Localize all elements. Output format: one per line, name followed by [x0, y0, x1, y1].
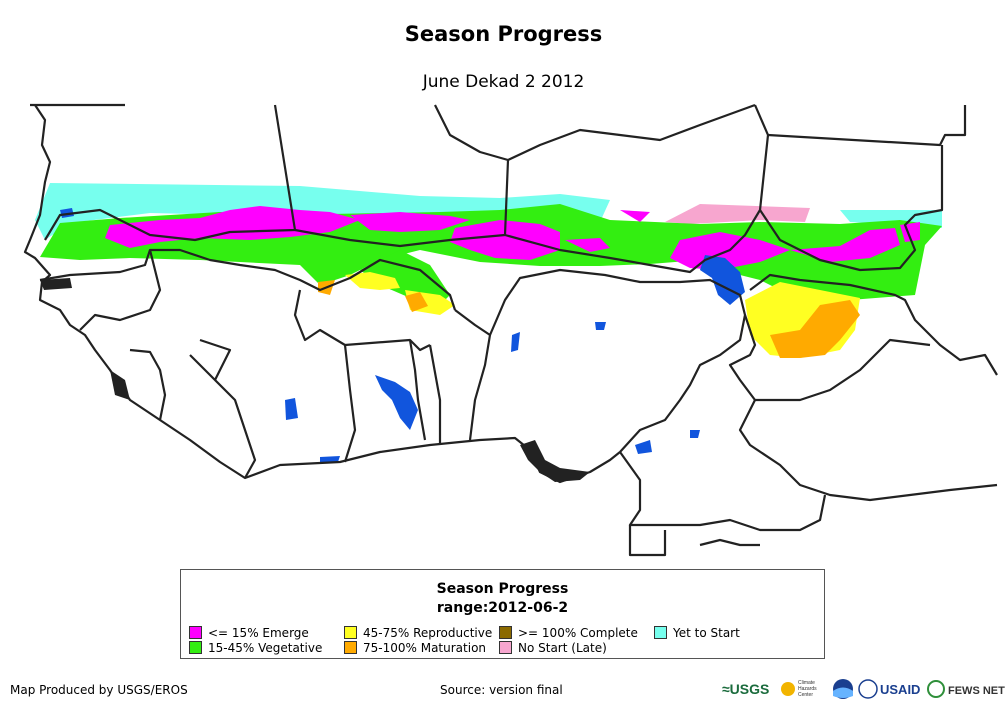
season-progress-map	[23, 103, 998, 557]
emerge-zone	[105, 206, 920, 270]
legend-title: Season Progress	[436, 581, 569, 597]
legend-range: range:2012-06-2	[436, 600, 569, 616]
legend-item-vegetative: 15-45% Vegetative	[189, 641, 322, 655]
legend-item-reproductive: 45-75% Reproductive	[344, 626, 492, 640]
chc-logo-line1: Climate	[798, 680, 815, 686]
legend-item-maturation: 75-100% Maturation	[344, 641, 486, 655]
legend-label: >= 100% Complete	[518, 626, 638, 640]
noaa-wave-icon	[833, 687, 853, 698]
agency-logos: ≈USGS Climate Hazards Center USAID FEWS …	[722, 679, 1005, 699]
legend-label: 45-75% Reproductive	[363, 626, 493, 640]
usaid-logo: USAID	[880, 682, 920, 697]
legend-label: 15-45% Vegetative	[208, 641, 323, 655]
fews-net-logo: FEWS NET	[948, 685, 1005, 697]
swatch-yet-to-start	[654, 626, 667, 639]
map-subtitle: June Dekad 2 2012	[422, 72, 585, 92]
source-note: Source: version final	[440, 683, 563, 697]
coastline-dark	[40, 278, 590, 482]
legend-label: No Start (Late)	[518, 641, 607, 655]
fews-globe-icon	[927, 680, 945, 698]
swatch-maturation	[344, 641, 357, 654]
swatch-reproductive	[344, 626, 357, 639]
usaid-seal-icon	[858, 679, 878, 699]
legend-label: <= 15% Emerge	[208, 626, 309, 640]
producer-credit: Map Produced by USGS/EROS	[10, 683, 188, 697]
legend-label: Yet to Start	[673, 626, 740, 640]
usgs-logo: ≈USGS	[722, 681, 769, 697]
chc-logo-line2: Hazards	[798, 686, 817, 692]
swatch-complete	[499, 626, 512, 639]
legend-item-yet-to-start: Yet to Start	[654, 626, 740, 640]
legend-item-complete: >= 100% Complete	[499, 626, 638, 640]
chc-logo-icon	[781, 682, 795, 696]
map-title: Season Progress	[404, 22, 603, 46]
legend-box: Season Progress range:2012-06-2 <= 15% E…	[180, 569, 825, 659]
swatch-emerge	[189, 626, 202, 639]
legend-item-emerge: <= 15% Emerge	[189, 626, 309, 640]
legend-item-no-start: No Start (Late)	[499, 641, 607, 655]
chc-logo-line3: Center	[798, 692, 813, 698]
legend-items: <= 15% Emerge 15-45% Vegetative 45-75% R…	[189, 626, 819, 656]
swatch-vegetative	[189, 641, 202, 654]
legend-label: 75-100% Maturation	[363, 641, 487, 655]
swatch-no-start	[499, 641, 512, 654]
